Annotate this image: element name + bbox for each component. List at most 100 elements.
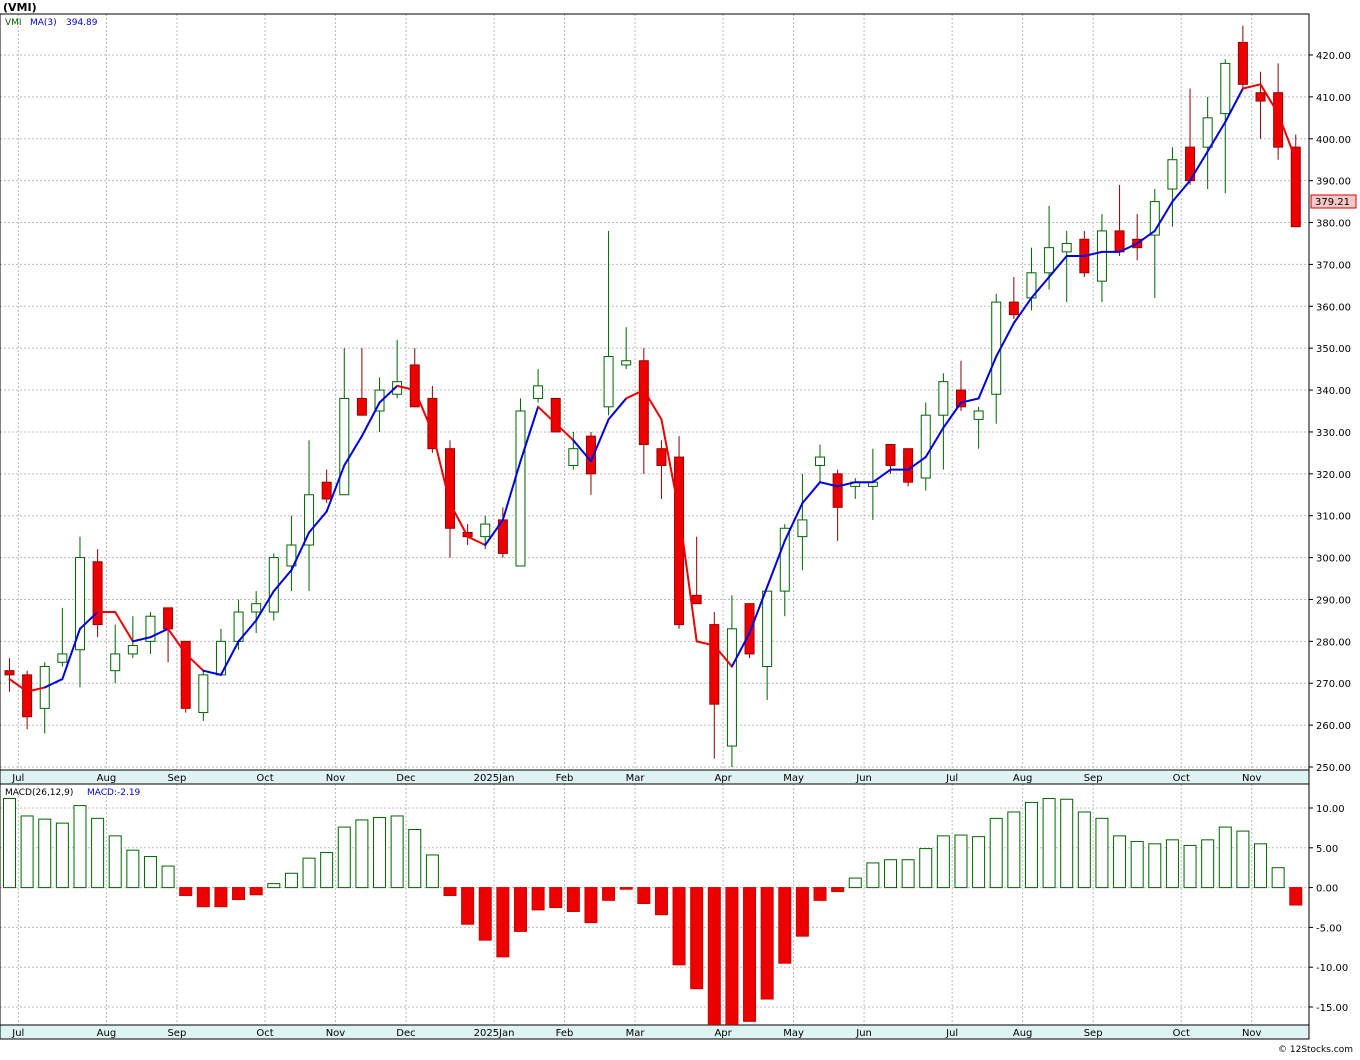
macd-bar-positive — [1148, 843, 1162, 889]
candle-down — [22, 674, 33, 718]
macd-bar-positive — [373, 817, 387, 889]
macd-bar-positive — [1254, 843, 1268, 889]
ma-segment — [1048, 255, 1068, 278]
candle-down — [691, 594, 702, 605]
macd-bar-positive — [355, 819, 369, 889]
macd-bar-positive — [284, 872, 298, 889]
month-tick-label: 2025Jan — [474, 1028, 515, 1039]
legend-symbol: VMI — [5, 18, 22, 28]
ma-segment — [819, 481, 839, 488]
candle-down — [1273, 92, 1284, 148]
ma-segment — [977, 355, 998, 400]
candle-down — [409, 364, 420, 408]
candle-up — [251, 603, 262, 613]
month-tick-label: Dec — [396, 1028, 415, 1039]
price-tick-label: 250.00 — [1316, 763, 1351, 774]
macd-bar-negative — [690, 887, 704, 990]
candle-down — [885, 444, 896, 466]
macd-tick-label: 0.00 — [1316, 884, 1338, 895]
macd-panel-frame — [0, 783, 1310, 1026]
month-tick-label: Sep — [1084, 1028, 1103, 1039]
candle-down — [903, 448, 914, 483]
macd-bar-positive — [337, 826, 351, 889]
macd-bar-negative — [461, 887, 475, 925]
candle-up — [304, 494, 315, 546]
candle-up — [973, 410, 984, 420]
ma-segment — [642, 389, 663, 421]
ma-segment — [713, 644, 733, 668]
macd-bar-negative — [513, 887, 527, 932]
month-tick-label: Jul — [945, 773, 958, 784]
ma-segment — [184, 652, 205, 672]
ma-segment — [1153, 200, 1174, 232]
ma-segment — [8, 678, 29, 693]
candle-down — [709, 624, 720, 705]
candle-up — [797, 519, 808, 538]
month-tick-label: Dec — [396, 773, 415, 784]
month-tick-label: May — [783, 1028, 804, 1039]
macd-bar-negative — [672, 887, 686, 966]
candle-up — [815, 456, 826, 466]
macd-bar-positive — [425, 854, 439, 889]
candle-up — [127, 645, 138, 655]
ma-segment — [924, 426, 945, 459]
candle-down — [4, 670, 15, 676]
last-price-tag: 379.21 — [1310, 194, 1357, 209]
macd-bar-negative — [654, 887, 668, 916]
macd-bar-negative — [549, 887, 563, 908]
month-tick-label: Nov — [1242, 773, 1262, 784]
macd-bar-positive — [20, 815, 34, 889]
ma-segment — [959, 397, 980, 404]
candle-up — [991, 301, 1002, 395]
candle-up — [286, 544, 297, 567]
candle-up — [198, 674, 209, 714]
month-tick-label: Oct — [256, 1028, 273, 1039]
ma-segment — [26, 686, 46, 693]
macd-bar-positive — [884, 859, 897, 889]
macd-legend-label: MACD: — [87, 788, 117, 798]
candle-up — [1061, 242, 1072, 253]
macd-bar-positive — [302, 857, 316, 889]
ma-segment — [1136, 229, 1156, 245]
ma-segment — [431, 430, 451, 505]
macd-bar-positive — [161, 865, 175, 889]
month-tick-label: 2025Jan — [474, 773, 515, 784]
ma-segment — [625, 389, 645, 400]
macd-tick-label: -15.00 — [1316, 1003, 1348, 1014]
month-tick-label: Apr — [714, 773, 732, 784]
ma-segment — [783, 502, 804, 542]
month-tick-label: Oct — [1173, 1028, 1190, 1039]
candle-down — [180, 640, 191, 709]
ma-segment — [272, 569, 293, 593]
macd-bar-negative — [566, 887, 580, 912]
macd-bar-negative — [760, 887, 774, 1000]
price-tick-label: 280.00 — [1316, 637, 1351, 648]
price-tick-label: 260.00 — [1316, 721, 1351, 732]
ma-segment — [1241, 83, 1262, 90]
ma-segment — [167, 627, 187, 655]
price-tick-label: 290.00 — [1316, 595, 1351, 606]
ma-segment — [537, 405, 557, 425]
candle-bodies — [4, 41, 1301, 747]
candle-up — [1167, 159, 1178, 190]
moving-average-line — [8, 83, 1297, 693]
macd-bar-positive — [989, 817, 1003, 889]
panel-frames — [0, 13, 1310, 1040]
candle-up — [603, 356, 614, 408]
ma-segment — [61, 627, 81, 681]
ma-segment — [325, 464, 346, 513]
macd-bar-negative — [1289, 887, 1303, 906]
ma-segment — [149, 627, 170, 639]
ma-segment — [554, 422, 575, 442]
candle-up — [726, 628, 737, 747]
ma-segment — [1118, 242, 1139, 253]
candle-up — [57, 653, 68, 663]
macd-bar-negative — [725, 887, 739, 1026]
month-tick-label: Aug — [97, 773, 117, 784]
candle-up — [374, 389, 385, 412]
ma-segment — [907, 456, 927, 471]
ma-segment — [660, 418, 681, 513]
macd-bar-positive — [901, 859, 915, 889]
candle-up — [779, 527, 790, 592]
